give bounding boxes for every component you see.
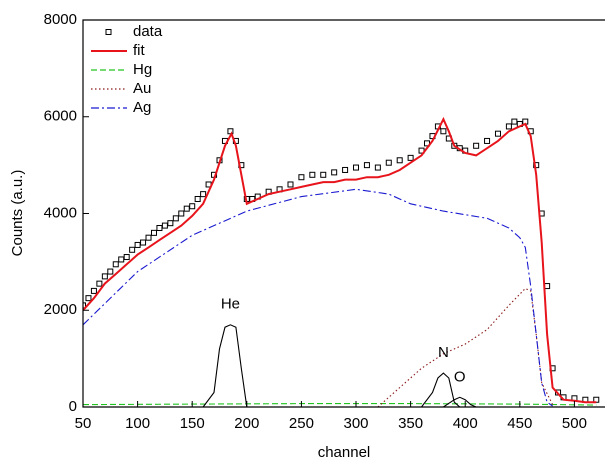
legend-label: Au	[133, 80, 151, 97]
data-point	[309, 171, 316, 178]
data-point	[140, 239, 147, 246]
data-point	[494, 130, 501, 137]
legend-label: Hg	[133, 61, 152, 78]
data-point	[90, 287, 97, 294]
data-point	[145, 234, 152, 241]
data-point	[287, 181, 294, 188]
x-tick-label: 200	[234, 415, 259, 432]
data-point	[385, 159, 392, 166]
series-line	[83, 188, 553, 407]
peak-label: He	[221, 296, 240, 313]
plot-area	[83, 116, 600, 407]
legend-label: fit	[133, 42, 146, 59]
data-point	[101, 273, 108, 280]
data-point	[183, 205, 190, 212]
series-line	[83, 116, 597, 404]
data-point	[134, 241, 141, 248]
data-point	[331, 169, 338, 176]
legend-marker	[105, 29, 112, 35]
x-axis-label: channel	[318, 444, 371, 461]
data-point	[396, 157, 403, 164]
x-tick-label: 500	[562, 415, 587, 432]
data-point	[123, 254, 130, 261]
x-tick-label: 400	[453, 415, 478, 432]
data-point	[544, 283, 551, 290]
data-point	[533, 162, 540, 169]
y-axis-label: Counts (a.u.)	[9, 170, 26, 257]
data-point	[374, 164, 381, 171]
x-tick-label: 150	[180, 415, 205, 432]
data-point	[83, 302, 86, 309]
x-tick-label: 350	[398, 415, 423, 432]
data-point	[407, 154, 414, 161]
data-point	[363, 162, 370, 169]
data-point	[342, 166, 349, 173]
data-point	[505, 123, 512, 130]
peak-label: N	[438, 344, 449, 361]
data-point	[511, 118, 518, 125]
x-tick-label: 100	[125, 415, 150, 432]
x-tick-label: 50	[75, 415, 92, 432]
data-point	[129, 246, 136, 253]
data-point	[200, 191, 207, 198]
data-point	[320, 171, 327, 178]
peak-label: O	[454, 368, 466, 385]
data-point	[96, 280, 103, 287]
x-tick-label: 300	[343, 415, 368, 432]
data-point	[112, 261, 119, 268]
data-point	[178, 210, 185, 217]
data-point	[150, 229, 157, 236]
series-line	[202, 324, 248, 407]
data-point	[353, 164, 360, 171]
data-point	[156, 225, 163, 232]
x-tick-label: 250	[289, 415, 314, 432]
data-point	[172, 215, 179, 222]
y-tick-label: 4000	[44, 204, 77, 221]
y-tick-label: 2000	[44, 301, 77, 318]
data-point	[298, 174, 305, 181]
legend-label: Ag	[133, 99, 151, 116]
y-tick-label: 8000	[44, 11, 77, 28]
data-point	[167, 220, 174, 227]
data-point	[118, 256, 125, 263]
series-line	[377, 287, 554, 407]
data-point	[85, 295, 92, 302]
axis-frame	[82, 19, 605, 408]
x-tick-label: 450	[507, 415, 532, 432]
series-line	[83, 403, 597, 406]
data-point	[161, 222, 168, 229]
data-point	[440, 128, 447, 135]
y-tick-label: 0	[69, 398, 77, 415]
series-line	[421, 372, 461, 407]
y-tick-label: 6000	[44, 108, 77, 125]
series-line	[443, 396, 477, 407]
data-point	[194, 195, 201, 202]
data-point	[189, 203, 196, 210]
legend-label: data	[133, 23, 163, 40]
data-point	[484, 137, 491, 144]
data-point	[473, 142, 480, 149]
data-point	[107, 268, 114, 275]
